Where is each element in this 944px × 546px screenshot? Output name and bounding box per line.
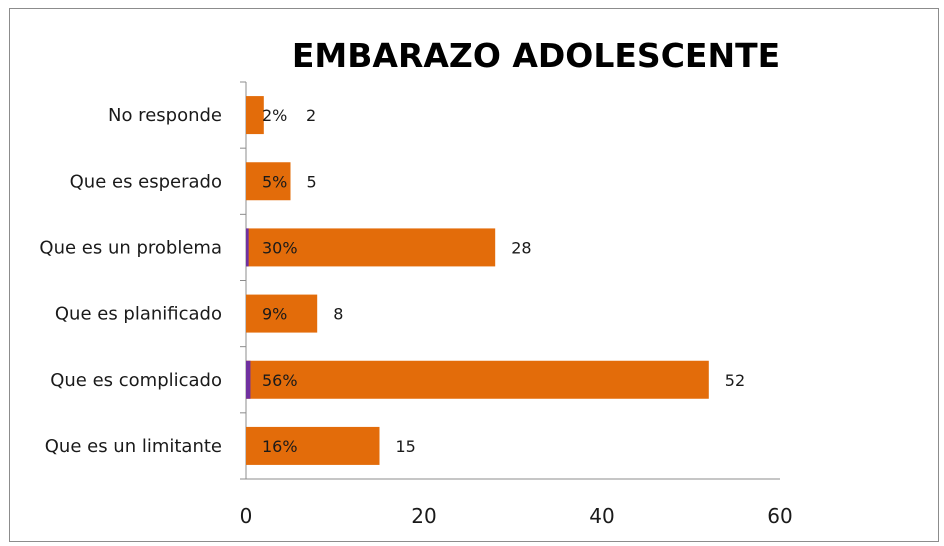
category-label: Que es un problema [39, 237, 222, 258]
percent-label: 9% [262, 305, 287, 324]
bar [246, 162, 291, 201]
percent-label: 5% [262, 172, 287, 191]
bar [246, 96, 264, 135]
category-label: Que es complicado [50, 370, 222, 391]
value-label: 15 [396, 437, 416, 456]
bar [246, 426, 380, 465]
x-tick-label: 40 [589, 504, 614, 528]
value-label: 52 [725, 371, 745, 390]
bar [246, 360, 709, 399]
value-label: 2 [306, 106, 316, 125]
category-label: No responde [108, 105, 222, 126]
chart-title: EMBARAZO ADOLESCENTE [291, 36, 781, 75]
bar-accent [246, 360, 251, 399]
percent-label: 2% [262, 106, 287, 125]
category-label: Que es un limitante [45, 436, 222, 457]
percent-label: 16% [262, 437, 298, 456]
value-label: 28 [511, 238, 531, 257]
chart-frame [9, 8, 939, 542]
bar-accent [246, 228, 249, 267]
value-label: 5 [307, 172, 317, 191]
value-label: 8 [333, 305, 343, 324]
category-label: Que es esperado [70, 171, 222, 192]
x-tick-label: 0 [240, 504, 253, 528]
percent-label: 30% [262, 238, 298, 257]
percent-label: 56% [262, 371, 298, 390]
bar [246, 228, 496, 267]
x-tick-label: 60 [767, 504, 792, 528]
bar [246, 294, 318, 333]
x-tick-label: 20 [411, 504, 436, 528]
category-label: Que es planificado [55, 304, 222, 325]
